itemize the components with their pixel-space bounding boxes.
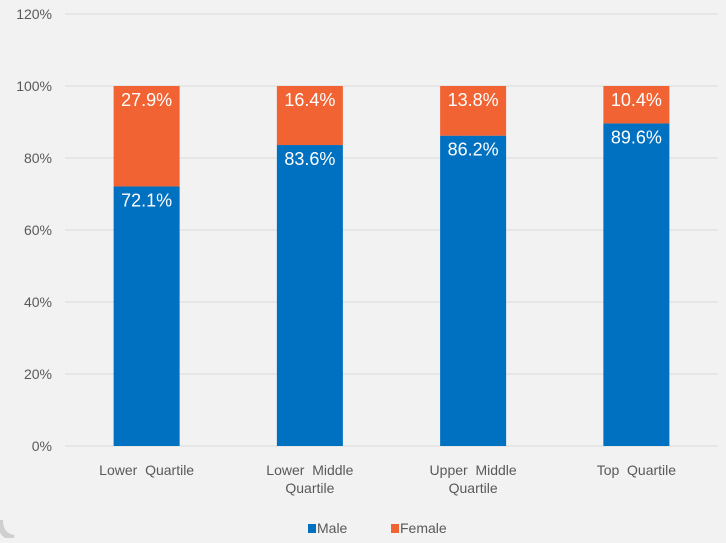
data-label: 86.2%	[448, 140, 499, 160]
legend-swatch-male	[308, 524, 316, 533]
data-label: 13.8%	[448, 90, 499, 110]
bar-segment-female	[276, 86, 343, 146]
data-label: 72.1%	[121, 190, 172, 210]
legend: Male Female	[308, 520, 447, 536]
x-category-label: Lower Quartile	[99, 462, 194, 478]
data-label: 10.4%	[611, 90, 662, 110]
y-tick-label: 120%	[16, 6, 52, 22]
bar-segment-male	[440, 135, 507, 446]
data-label: 16.4%	[284, 90, 335, 110]
data-label: 89.6%	[611, 127, 662, 147]
x-axis-category-labels: Lower Quartile Lower Middle Quartile Upper …	[99, 462, 676, 496]
bar-segment-male	[603, 123, 670, 446]
y-tick-label: 40%	[24, 294, 52, 310]
y-tick-label: 20%	[24, 366, 52, 382]
y-tick-label: 100%	[16, 78, 52, 94]
x-category-label: Top Quartile	[597, 462, 677, 478]
legend-label: Female	[400, 520, 447, 536]
data-labels: 72.1% 27.9% 83.6% 16.4% 86.2% 13.8% 89.6% 10.4%	[121, 90, 662, 210]
x-category-label: Upper Middle	[430, 462, 517, 478]
bar-segment-female	[603, 86, 670, 124]
x-category-label: Quartile	[449, 480, 498, 496]
data-label: 83.6%	[284, 149, 335, 169]
legend-label: Male	[317, 520, 348, 536]
x-category-label: Quartile	[285, 480, 334, 496]
y-tick-label: 0%	[32, 438, 52, 454]
legend-swatch-female	[391, 524, 399, 533]
bars	[113, 86, 670, 447]
bar-segment-female	[440, 86, 507, 136]
bar-segment-male	[276, 145, 343, 447]
data-label: 27.9%	[121, 90, 172, 110]
y-tick-label: 80%	[24, 150, 52, 166]
bar-segment-male	[113, 186, 180, 446]
frame-corner-decoration	[0, 519, 15, 541]
y-axis-tick-labels: 0% 20% 40% 60% 80% 100% 120%	[16, 6, 52, 454]
bar-segment-female	[113, 86, 180, 187]
y-tick-label: 60%	[24, 222, 52, 238]
x-category-label: Lower Middle	[266, 462, 353, 478]
